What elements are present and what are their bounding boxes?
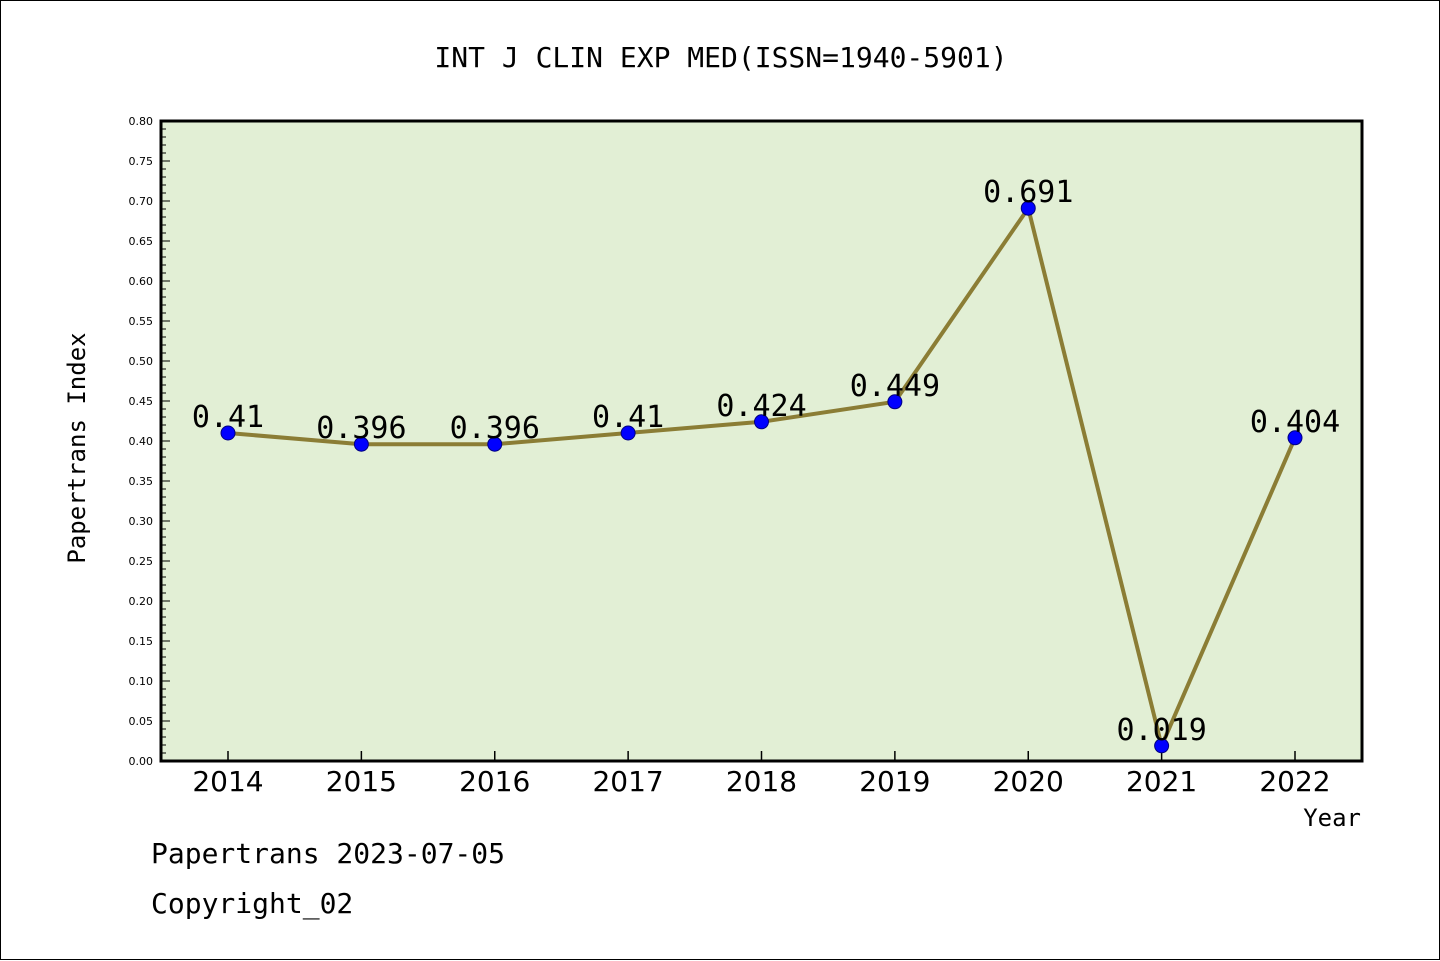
x-axis-label: Year — [1303, 804, 1361, 832]
data-label: 0.404 — [1250, 405, 1340, 440]
data-label: 0.396 — [316, 411, 406, 446]
data-point — [754, 414, 769, 430]
y-axis-ticks: 0.00 0.05 0.10 0.15 0.20 0.25 0.30 0.35 0.40 0.45… — [129, 115, 170, 768]
x-tick-label: 2018 — [726, 765, 797, 798]
data-label: 0.449 — [850, 369, 940, 404]
y-axis-label: Papertrans Index — [63, 332, 91, 563]
y-tick-label: 0.65 — [129, 235, 154, 248]
y-tick-label: 0.60 — [129, 275, 154, 288]
x-tick-label: 2017 — [592, 765, 663, 798]
x-tick-label: 2020 — [993, 765, 1064, 798]
data-label: 0.41 — [592, 400, 664, 435]
x-tick-label: 2022 — [1259, 765, 1330, 798]
y-tick-label: 0.45 — [129, 395, 154, 408]
data-point — [620, 425, 636, 441]
y-tick-label: 0.10 — [129, 675, 154, 688]
data-point — [487, 436, 503, 452]
x-tick-label: 2016 — [459, 765, 530, 798]
y-tick-label: 0.05 — [129, 715, 154, 728]
y-tick-label: 0.40 — [129, 435, 154, 448]
footer-copyright: Copyright_02 — [151, 887, 354, 920]
data-label: 0.019 — [1116, 713, 1206, 748]
x-tick-label: 2021 — [1126, 765, 1197, 798]
y-tick-label: 0.55 — [129, 315, 154, 328]
series-points — [220, 200, 1303, 754]
y-tick-label: 0.35 — [129, 475, 154, 488]
y-tick-label: 0.70 — [129, 195, 154, 208]
x-axis-ticks: 2014 2015 2016 2017 2018 2019 2020 2021 2022 — [192, 751, 1331, 798]
data-point — [1154, 738, 1170, 754]
x-tick-label: 2015 — [326, 765, 397, 798]
y-tick-label: 0.80 — [129, 115, 154, 128]
y-tick-label: 0.00 — [129, 755, 154, 768]
data-point — [1287, 430, 1303, 446]
data-point — [220, 425, 236, 441]
data-label: 0.691 — [983, 175, 1073, 210]
data-point — [353, 436, 369, 452]
y-tick-label: 0.75 — [129, 155, 154, 168]
y-tick-label: 0.30 — [129, 515, 154, 528]
data-point — [1020, 200, 1036, 216]
x-tick-label: 2014 — [192, 765, 263, 798]
data-point — [887, 394, 903, 410]
y-tick-label: 0.20 — [129, 595, 154, 608]
x-tick-label: 2019 — [859, 765, 930, 798]
data-label: 0.424 — [716, 389, 806, 424]
data-label: 0.41 — [192, 400, 264, 435]
y-tick-label: 0.25 — [129, 555, 154, 568]
y-tick-label: 0.15 — [129, 635, 154, 648]
data-label: 0.396 — [450, 411, 540, 446]
plot-frame — [159, 119, 1364, 763]
chart-title: INT J CLIN EXP MED(ISSN=1940-5901) — [434, 41, 1007, 74]
data-labels: 0.41 0.396 0.396 0.41 0.424 0.449 0.691 0.019 0.… — [192, 175, 1340, 748]
footer-date: Papertrans 2023-07-05 — [151, 837, 506, 870]
y-tick-label: 0.50 — [129, 355, 154, 368]
